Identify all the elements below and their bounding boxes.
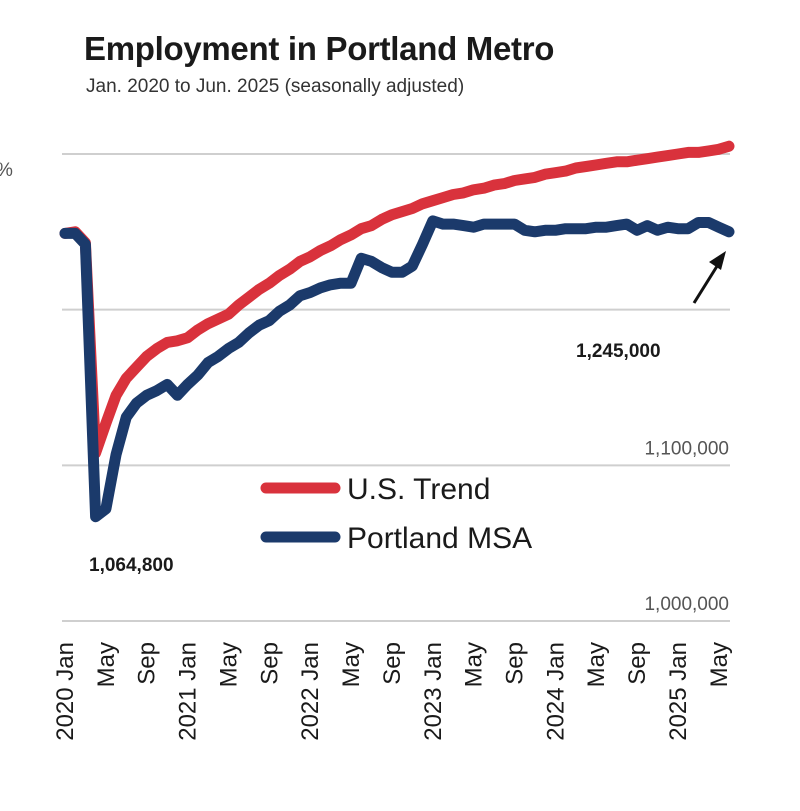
x-tick-label: May: [93, 642, 120, 687]
y-tick-label-cut: %: [0, 160, 13, 181]
x-tick-label: 2025 Jan: [665, 642, 692, 741]
annotation-arrow: [692, 262, 721, 304]
x-tick-label: May: [461, 642, 488, 687]
x-tick-label: 2022 Jan: [297, 642, 324, 741]
x-axis-ticks: 2020 Jan May Sep 2021 Jan May Sep 2022 Jan May S…: [52, 642, 733, 741]
x-tick-label: May: [706, 642, 733, 687]
legend: U.S. Trend Portland MSA: [260, 473, 532, 555]
x-tick-label: 2024 Jan: [542, 642, 569, 741]
x-tick-label: Sep: [256, 642, 283, 685]
annotations: 1,064,800 1,245,000: [89, 251, 726, 576]
y-tick-label: 1,100,000: [644, 438, 729, 459]
legend-label: Portland MSA: [347, 522, 532, 555]
x-tick-label: Sep: [134, 642, 161, 685]
x-tick-label: Sep: [379, 642, 406, 685]
x-tick-label: 2023 Jan: [420, 642, 447, 741]
annotation-label: 1,245,000: [576, 341, 661, 362]
legend-label: U.S. Trend: [347, 473, 490, 506]
y-axis-ticks: 1,000,000 1,100,000%: [0, 160, 729, 615]
y-tick-label: 1,000,000: [644, 594, 729, 615]
x-tick-label: 2020 Jan: [52, 642, 79, 741]
x-tick-label: 2021 Jan: [175, 642, 202, 741]
series-lines: [59, 140, 735, 523]
annotation-arrowhead: [709, 251, 726, 270]
chart-title: Employment in Portland Metro: [84, 30, 555, 67]
series-line: [59, 140, 735, 459]
gridlines: [62, 153, 730, 622]
x-tick-label: May: [583, 642, 610, 687]
x-tick-label: May: [338, 642, 365, 687]
x-tick-label: Sep: [624, 642, 651, 685]
chart-subtitle: Jan. 2020 to Jun. 2025 (seasonally adjus…: [86, 76, 465, 97]
annotation-label: 1,064,800: [89, 555, 174, 576]
series-line: [59, 215, 735, 523]
x-tick-label: Sep: [501, 642, 528, 685]
x-tick-label: May: [215, 642, 242, 687]
